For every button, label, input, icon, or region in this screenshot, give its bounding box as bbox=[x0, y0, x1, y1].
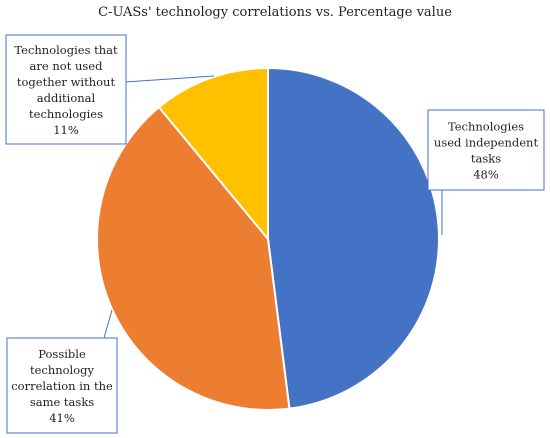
data-label-text-3: are not used bbox=[30, 59, 104, 73]
callout-box-3 bbox=[5, 34, 127, 145]
data-label-text-2: technology bbox=[30, 363, 95, 377]
data-label-3: Technologies that are not used together wi… bbox=[5, 34, 127, 145]
pie-slices bbox=[95, 66, 440, 411]
callout-box-2 bbox=[6, 337, 118, 434]
pie-slice-1 bbox=[267, 66, 440, 410]
data-label-value-3: 11% bbox=[53, 123, 79, 137]
data-label-text-3: additional bbox=[37, 91, 96, 105]
data-label-text-1: tasks bbox=[471, 152, 501, 166]
data-label-text-3: Technologies that bbox=[14, 43, 118, 57]
data-label-text-2: correlation in the bbox=[11, 379, 113, 393]
data-label-text-1: used independent bbox=[434, 136, 539, 150]
data-label-1: Technologies used independent tasks 48% bbox=[427, 109, 545, 191]
pie-slice-2 bbox=[95, 105, 291, 411]
data-label-text-2: same tasks bbox=[30, 395, 94, 409]
data-label-text-1: Technologies bbox=[448, 120, 524, 134]
chart-title: C-UASs' technology correlations vs. Perc… bbox=[98, 5, 452, 20]
data-label-text-2: Possible bbox=[38, 347, 86, 361]
pie-slice-3 bbox=[157, 66, 269, 242]
data-label-text-3: technologies bbox=[29, 107, 103, 121]
data-label-text-3: together without bbox=[17, 75, 116, 89]
callout-leader-3 bbox=[125, 75, 215, 83]
callout-leader-2 bbox=[103, 309, 113, 339]
callout-box-1 bbox=[427, 109, 545, 191]
data-label-value-1: 48% bbox=[473, 168, 499, 182]
data-label-2: Possible technology correlation in the same… bbox=[6, 337, 118, 434]
data-label-value-2: 41% bbox=[49, 411, 75, 425]
